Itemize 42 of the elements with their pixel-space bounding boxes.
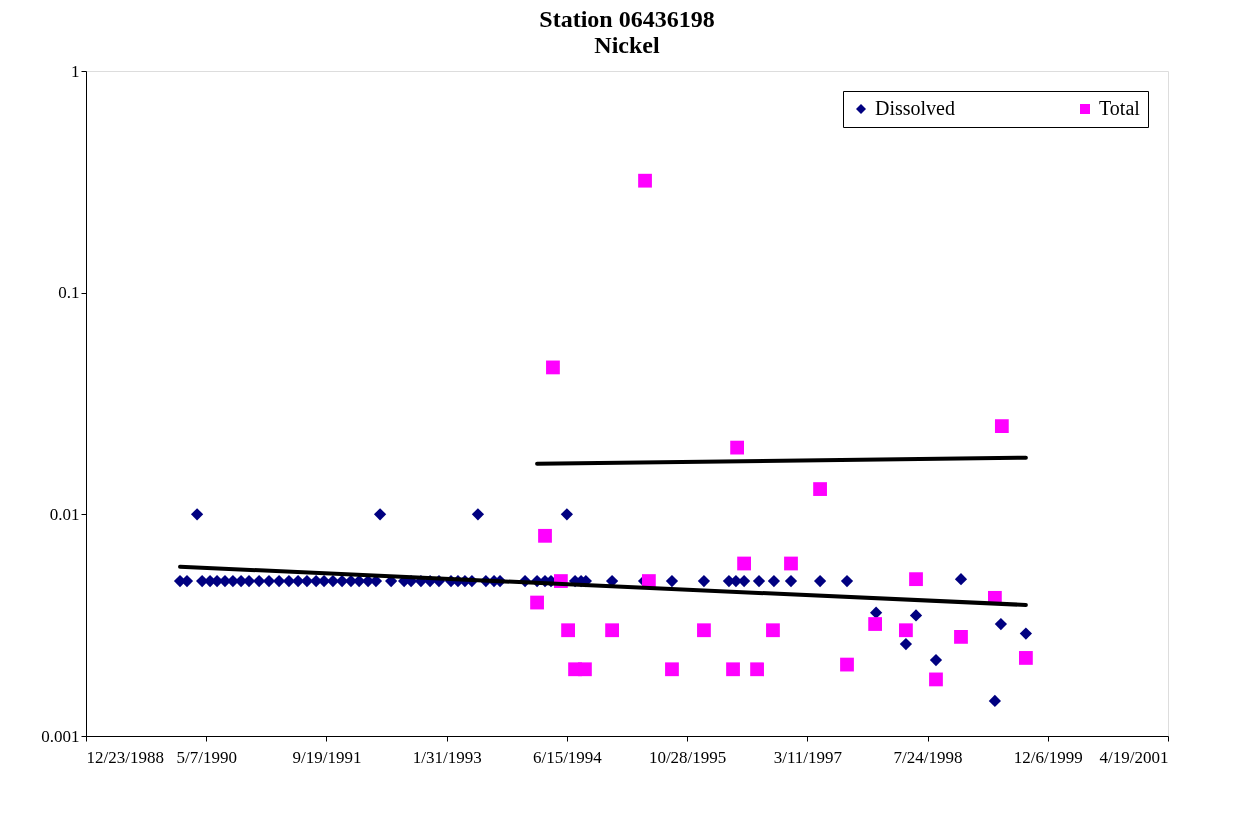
point: [929, 672, 943, 687]
point: [1019, 651, 1033, 665]
point: [899, 623, 913, 638]
legend-label: Dissolved: [875, 97, 955, 119]
point: [750, 662, 764, 677]
point: [697, 623, 711, 638]
point: [994, 419, 1009, 434]
x-tick-label: 1/31/1993: [412, 747, 482, 767]
x-tick-label: 12/23/1988: [86, 747, 164, 767]
point: [813, 482, 827, 496]
chart-subtitle: Nickel: [594, 32, 660, 58]
x-tick-label: 9/19/1991: [292, 747, 362, 767]
point: [784, 556, 798, 571]
y-tick-label: 0.01: [49, 504, 80, 524]
point: [909, 572, 923, 587]
legend-label: Total: [1099, 97, 1141, 119]
point: [546, 360, 560, 375]
x-tick-label: 7/24/1998: [893, 747, 963, 767]
x-tick-label: 3/11/1997: [773, 747, 843, 767]
point: [561, 623, 575, 638]
x-tick-label: 6/15/1994: [532, 747, 603, 767]
point: [538, 528, 552, 543]
y-tick-label: 0.1: [58, 283, 80, 303]
point: [730, 440, 745, 455]
point: [954, 629, 968, 644]
point: [638, 173, 652, 188]
point: [726, 662, 740, 677]
y-tick-label: 0.001: [41, 726, 80, 746]
point: [578, 662, 592, 677]
point: [605, 623, 619, 638]
point: [868, 617, 883, 631]
point: [737, 556, 751, 571]
chart-title: Station 06436198: [539, 6, 715, 32]
point: [840, 657, 854, 672]
point: [766, 623, 780, 638]
point: [665, 662, 679, 677]
x-tick-label: 4/19/2001: [1099, 747, 1169, 767]
point: [530, 595, 544, 610]
x-tick-label: 10/28/1995: [648, 747, 727, 767]
x-tick-label: 5/7/1990: [176, 747, 237, 767]
x-tick-label: 12/6/1999: [1013, 747, 1083, 767]
y-tick-label: 1: [71, 61, 80, 81]
